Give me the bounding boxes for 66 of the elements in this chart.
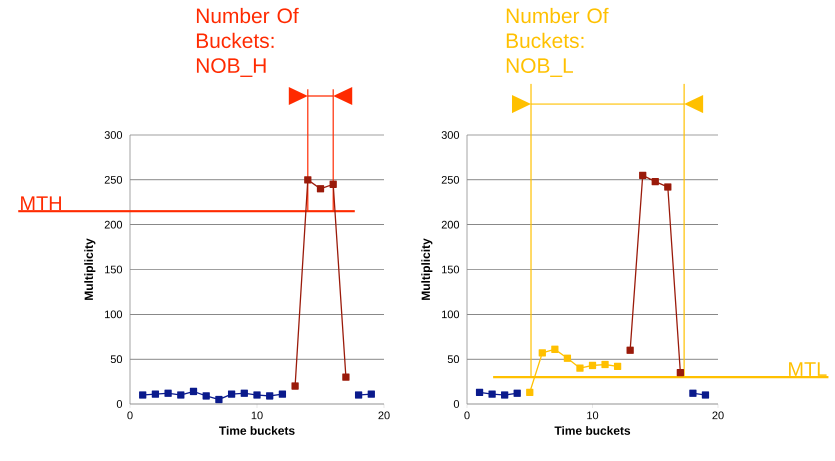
y-tick-label: 0 [454,400,460,408]
point [639,172,646,179]
x-tick-label: 0 [127,412,133,420]
point [564,354,572,362]
point [240,390,248,397]
point [538,349,546,357]
text: Number Of Buckets: NOB_L [506,8,609,77]
point [304,176,312,184]
point [514,390,521,397]
y-tick-label: 150 [105,266,122,274]
point [228,390,236,398]
point [576,364,584,372]
y-tick-label: 300 [442,131,460,139]
y-tick-label: 100 [105,310,122,318]
ref-line-label: MTH [21,196,61,210]
point [152,390,160,398]
point [202,392,210,400]
y-tick-label: 200 [104,220,122,229]
point [342,373,350,381]
point [190,388,198,396]
point [601,360,609,368]
point [588,362,596,370]
x-tick-label: 10 [252,412,263,420]
point [626,346,634,354]
point [368,390,375,398]
y-tick-label: 50 [448,355,460,364]
point [476,388,484,396]
text: Number Of Buckets: NOB_H [196,8,299,77]
y-tick-label: 50 [110,355,122,364]
y-tick-label: 250 [104,176,122,184]
point [354,391,362,399]
point [253,391,261,399]
point [614,362,622,370]
point [316,185,324,192]
y-tick-label: 250 [442,176,460,184]
y-tick-label: 200 [442,220,460,229]
point [291,382,299,390]
point [215,396,223,404]
y-tick-label: 100 [442,310,460,318]
x-tick-label: 20 [378,412,390,420]
point [652,178,659,186]
point [702,391,710,399]
point [664,183,672,191]
y-axis-title: Multiplicity [421,238,432,300]
point [278,390,286,398]
y-axis-title: Multiplicity [84,238,96,300]
x-axis-title: Time buckets [554,426,630,435]
x-tick-label: 20 [712,412,724,420]
x-axis-title: Time buckets [219,426,295,435]
point [266,392,274,400]
x-tick-label: 0 [464,412,470,420]
point [139,391,146,399]
y-tick-label: 0 [116,400,122,408]
point [488,390,496,398]
point [689,390,697,397]
y-tick-label: 300 [104,131,122,139]
point [177,391,184,399]
x-tick-label: 10 [587,412,598,420]
point [330,180,337,188]
point [676,368,684,376]
point [551,346,558,353]
point [164,390,172,397]
ref-line-label: MTL [789,362,827,376]
point [526,388,534,396]
point [501,391,508,399]
y-tick-label: 150 [442,266,460,274]
